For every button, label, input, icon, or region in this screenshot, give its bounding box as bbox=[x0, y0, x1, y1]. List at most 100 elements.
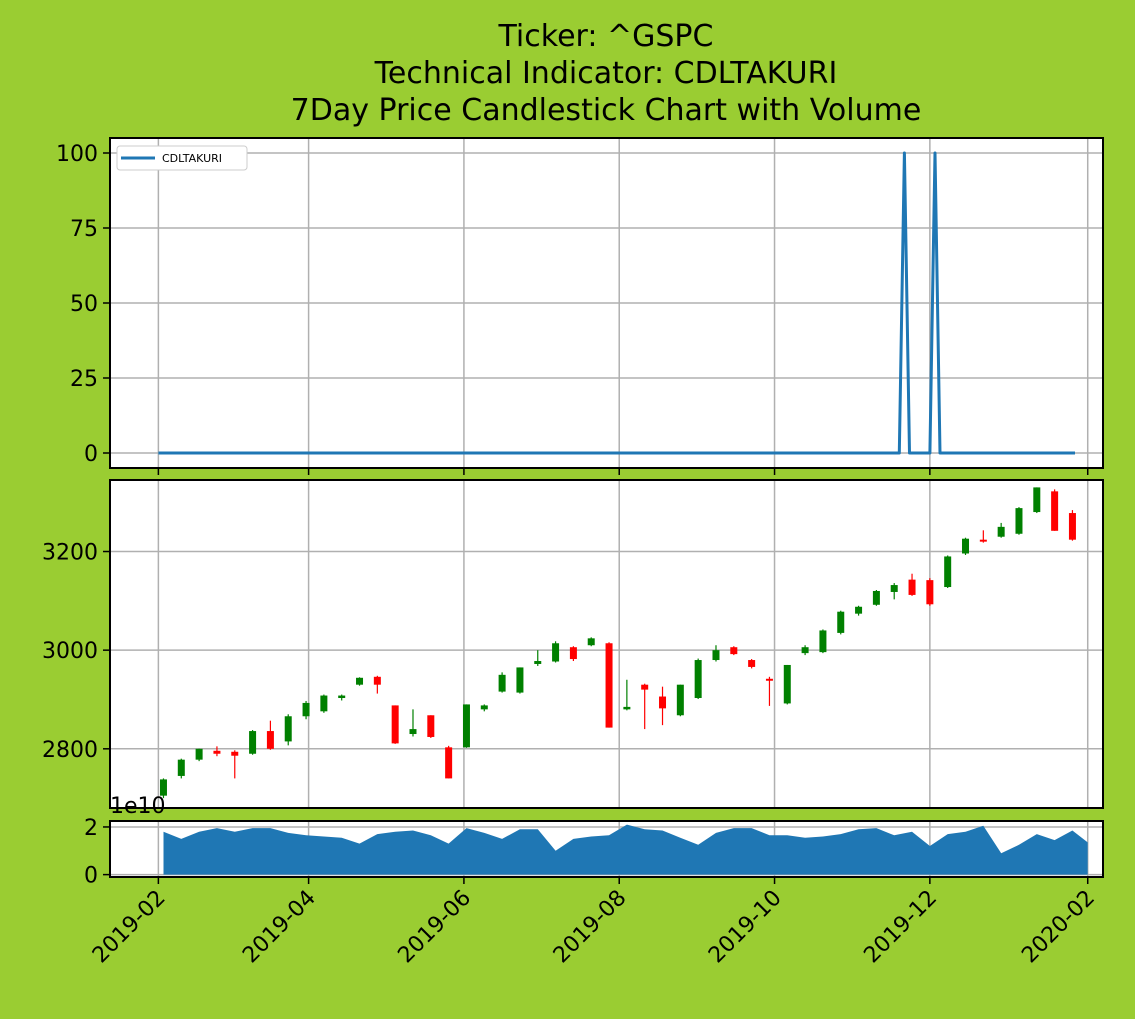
candle-down bbox=[926, 578, 934, 606]
candle-up bbox=[195, 748, 203, 762]
candle-down bbox=[659, 686, 667, 726]
candle-down bbox=[730, 646, 738, 656]
y-tick-label: 0 bbox=[84, 864, 98, 889]
candle-down bbox=[979, 530, 987, 543]
candle-down bbox=[748, 659, 756, 669]
candle-body bbox=[908, 579, 916, 595]
candle-up bbox=[783, 664, 791, 705]
legend-label: CDLTAKURI bbox=[162, 152, 222, 165]
candle-down bbox=[427, 715, 435, 738]
candle-body bbox=[819, 630, 827, 653]
candle-body bbox=[676, 684, 684, 716]
y-tick-label: 100 bbox=[56, 142, 98, 167]
y-tick-label: 0 bbox=[84, 442, 98, 467]
y-tick-label: 3000 bbox=[42, 639, 98, 664]
candle-body bbox=[890, 585, 898, 592]
candle-up bbox=[462, 704, 470, 748]
candle-down bbox=[765, 676, 773, 706]
candle-up bbox=[320, 694, 328, 713]
candle-up bbox=[712, 645, 720, 662]
y-tick-label: 2 bbox=[84, 816, 98, 841]
candle-body bbox=[641, 684, 649, 690]
candle-body bbox=[338, 695, 346, 699]
candle-body bbox=[356, 677, 364, 685]
candle-body bbox=[605, 643, 613, 728]
title-line-description: 7Day Price Candlestick Chart with Volume bbox=[291, 93, 922, 128]
candle-body bbox=[462, 704, 470, 748]
y-tick-label: 3200 bbox=[42, 541, 98, 566]
candle-up bbox=[944, 555, 952, 589]
candle-up bbox=[819, 629, 827, 654]
candle-up bbox=[284, 714, 292, 746]
candle-body bbox=[730, 647, 738, 655]
candle-body bbox=[837, 611, 845, 633]
candle-body bbox=[748, 660, 756, 667]
y-tick-label: 25 bbox=[70, 367, 98, 392]
candle-up bbox=[962, 537, 970, 555]
price-panel: 2800 3000 3200 bbox=[42, 479, 1104, 809]
indicator-line-series bbox=[158, 151, 1075, 455]
candle-up bbox=[338, 694, 346, 701]
candle-up bbox=[1015, 507, 1023, 535]
y-tick-label: 75 bbox=[70, 217, 98, 242]
candle-body bbox=[159, 779, 167, 796]
candle-body bbox=[266, 731, 274, 749]
candle-body bbox=[569, 647, 577, 660]
candle-down bbox=[1068, 510, 1076, 541]
candle-body bbox=[997, 526, 1005, 537]
candle-down bbox=[266, 720, 274, 750]
candle-up bbox=[694, 658, 702, 699]
candle-body bbox=[659, 696, 667, 709]
candle-body bbox=[249, 731, 257, 754]
candle-body bbox=[177, 759, 185, 776]
candle-up bbox=[801, 645, 809, 656]
candle-up bbox=[177, 758, 185, 779]
price-grid bbox=[110, 480, 1103, 808]
legend-box bbox=[116, 145, 248, 171]
candle-body bbox=[712, 650, 720, 661]
candle-up bbox=[1033, 487, 1041, 514]
title-line-indicator: Technical Indicator: CDLTAKURI bbox=[374, 56, 838, 91]
candle-down bbox=[373, 675, 381, 694]
candle-body bbox=[801, 647, 809, 654]
volume-area-series bbox=[163, 824, 1088, 875]
candle-down bbox=[213, 746, 221, 757]
candle-body bbox=[1033, 487, 1041, 513]
y-tick-label: 2800 bbox=[42, 738, 98, 763]
candle-body bbox=[1015, 508, 1023, 534]
candle-up bbox=[498, 672, 506, 693]
candle-up bbox=[409, 709, 417, 737]
indicator-panel: 0 25 50 75 100 CDLTAKURI bbox=[56, 137, 1104, 475]
candle-up bbox=[872, 589, 880, 606]
candle-up bbox=[159, 778, 167, 799]
candle-body bbox=[284, 716, 292, 742]
candle-body bbox=[1051, 491, 1059, 531]
candle-body bbox=[302, 702, 310, 717]
candle-body bbox=[427, 715, 435, 737]
candle-body bbox=[855, 606, 863, 614]
price-panel-frame bbox=[109, 479, 1104, 809]
candle-up bbox=[855, 605, 863, 616]
candle-body bbox=[783, 664, 791, 704]
candle-body bbox=[694, 660, 702, 699]
candle-body bbox=[765, 678, 773, 681]
candle-up bbox=[587, 637, 595, 647]
candle-body bbox=[872, 590, 880, 605]
indicator-plot bbox=[158, 151, 1075, 455]
volume-offset-label: 1e10 bbox=[110, 794, 166, 819]
volume-panel-frame bbox=[109, 820, 1104, 878]
candle-body bbox=[195, 748, 203, 760]
candle-body bbox=[926, 580, 934, 605]
candle-up bbox=[997, 522, 1005, 538]
candle-body bbox=[516, 667, 524, 693]
indicator-x-axis-ticks bbox=[157, 468, 1089, 475]
candle-down bbox=[908, 573, 916, 596]
candle-up bbox=[249, 730, 257, 755]
candle-body bbox=[1068, 513, 1076, 540]
figure-title: Ticker: ^GSPC Technical Indicator: CDLTA… bbox=[291, 19, 922, 128]
candle-body bbox=[623, 706, 631, 710]
candle-down bbox=[1051, 489, 1059, 531]
candle-body bbox=[373, 676, 381, 685]
y-tick-label: 50 bbox=[70, 292, 98, 317]
title-line-ticker: Ticker: ^GSPC bbox=[498, 19, 714, 54]
